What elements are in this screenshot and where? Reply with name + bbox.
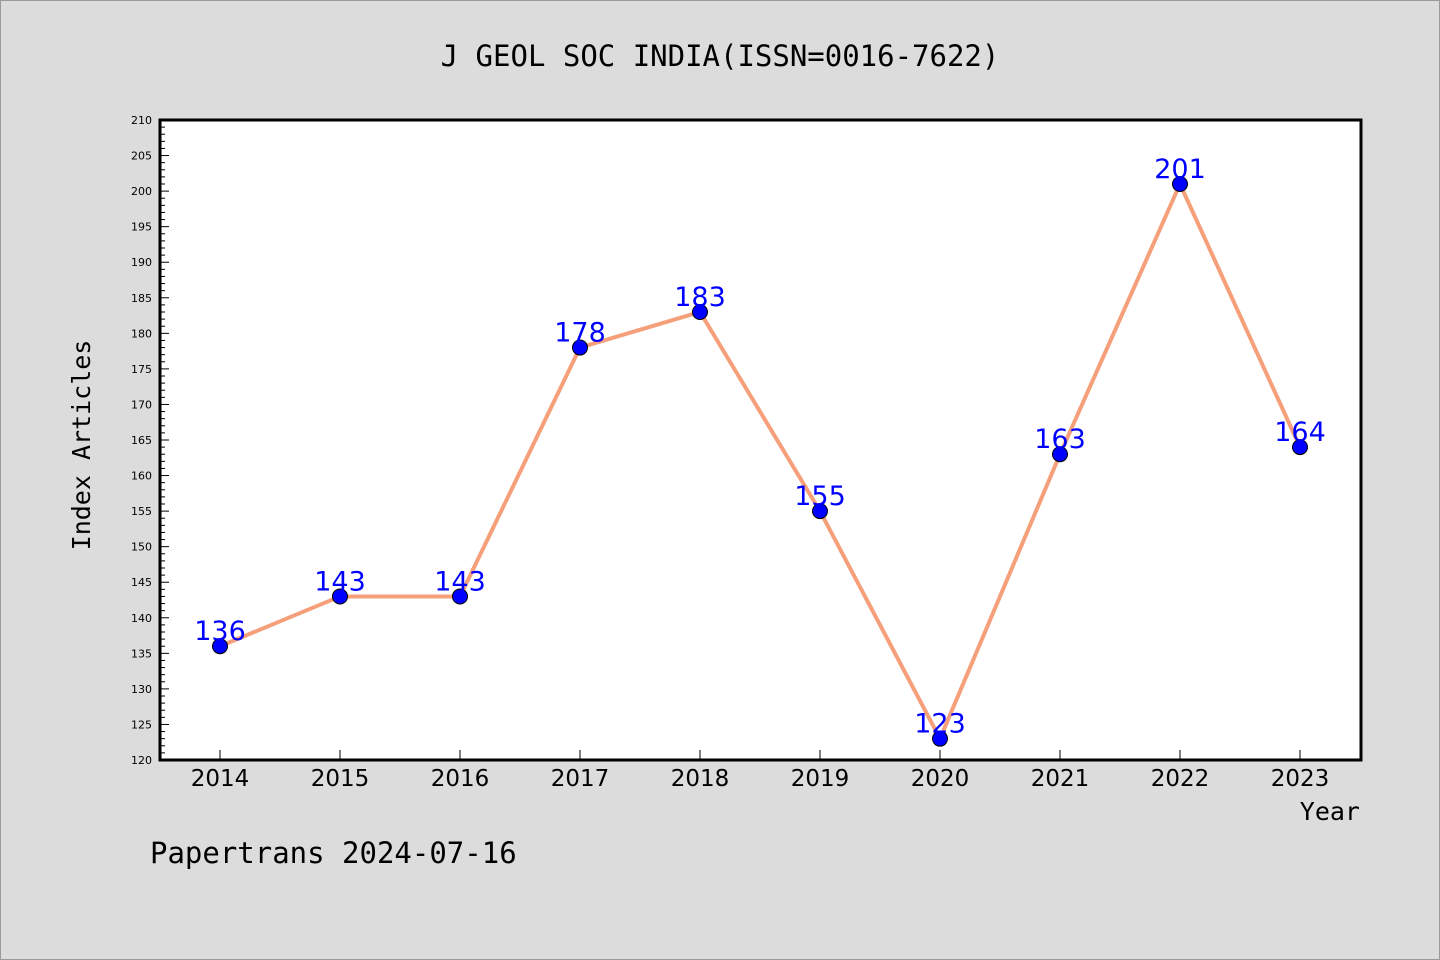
footer-stamp: Papertrans 2024-07-16	[150, 836, 517, 870]
data-point	[692, 304, 708, 320]
data-label: 143	[314, 566, 366, 597]
y-tick-label: 185	[131, 292, 152, 305]
y-tick-label: 150	[131, 541, 152, 554]
data-label: 136	[194, 616, 246, 647]
x-tick-label: 2017	[551, 766, 610, 792]
data-point	[572, 339, 588, 356]
y-tick-label: 160	[131, 470, 152, 483]
y-tick-label: 130	[131, 683, 152, 696]
y-tick-label: 180	[131, 327, 152, 340]
series-layer	[212, 176, 1308, 747]
y-tick-label: 200	[131, 185, 152, 198]
x-tick-label: 2018	[671, 766, 730, 792]
data-point	[1172, 176, 1188, 192]
y-tick-label: 140	[131, 612, 152, 625]
x-tick-label: 2014	[191, 766, 250, 792]
x-tick-label: 2020	[911, 766, 970, 792]
y-tick-label: 205	[131, 150, 152, 163]
data-label: 155	[794, 481, 846, 512]
y-tick-label: 120	[131, 754, 152, 767]
plot-area	[158, 118, 1363, 762]
y-tick-label: 190	[131, 256, 152, 269]
data-label: 164	[1274, 417, 1326, 448]
y-tick-label: 125	[131, 718, 152, 731]
y-tick-label: 170	[131, 398, 152, 411]
x-tick-label: 2022	[1151, 766, 1210, 792]
data-point	[1052, 446, 1068, 463]
data-label: 163	[1034, 424, 1086, 455]
y-tick-label: 210	[131, 114, 152, 127]
x-axis-title: Year	[1300, 797, 1360, 826]
x-tick-label: 2019	[791, 766, 850, 792]
y-tick-label: 155	[131, 505, 152, 518]
data-point	[932, 730, 948, 747]
y-axis: 120 125 130 135 140 145 150 155 160 165 170 175 180 1…	[131, 114, 169, 767]
y-tick-label: 165	[131, 434, 152, 447]
y-tick-label: 145	[131, 576, 152, 589]
x-tick-label: 2015	[311, 766, 370, 792]
data-label: 183	[674, 282, 726, 313]
data-label: 178	[554, 318, 606, 349]
data-point	[812, 503, 828, 520]
y-axis-title: Index Articles	[67, 340, 96, 551]
x-axis: 2014 2015 2016 2017 2018 2019 2020 2021 2022 2023	[191, 750, 1330, 792]
y-tick-label: 135	[131, 647, 152, 660]
data-point	[1292, 439, 1308, 456]
data-label-layer: 136 143 143 178 183 155 123 163 201 164	[194, 154, 1326, 740]
data-point	[452, 588, 468, 605]
x-tick-label: 2016	[431, 766, 490, 792]
data-point	[332, 588, 348, 605]
data-label: 123	[914, 709, 966, 740]
series-line	[219, 179, 1302, 744]
data-point	[212, 638, 228, 655]
y-tick-label: 175	[131, 363, 152, 376]
data-label: 201	[1154, 154, 1206, 185]
data-label: 143	[434, 566, 486, 597]
y-tick-label: 195	[131, 221, 152, 234]
x-tick-label: 2023	[1271, 766, 1330, 792]
chart-title: J GEOL SOC INDIA(ISSN=0016-7622)	[441, 39, 1000, 73]
x-tick-label: 2021	[1031, 766, 1090, 792]
